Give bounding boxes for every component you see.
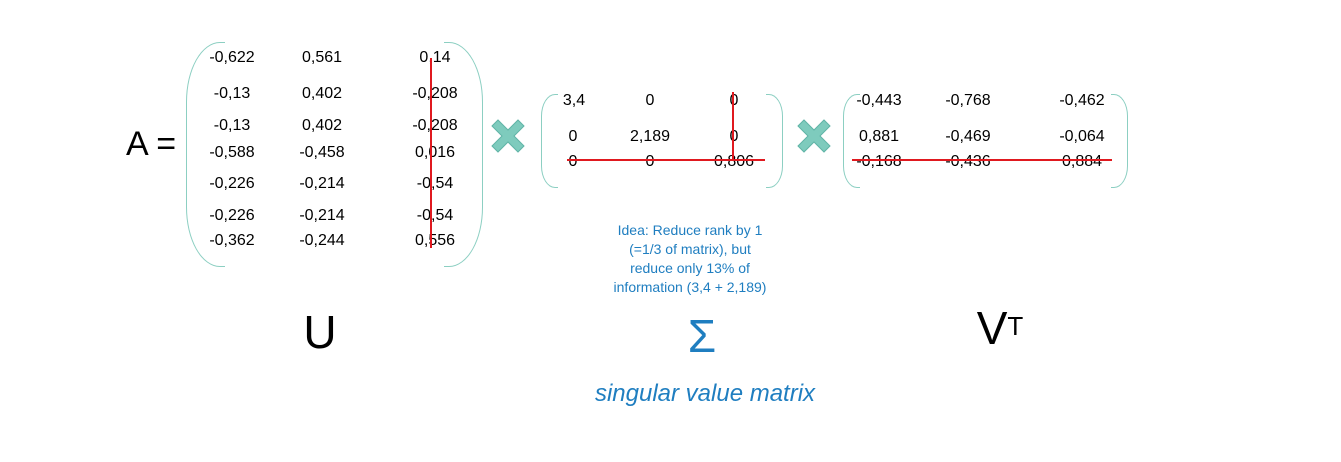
u-cell: -0,622: [209, 49, 255, 66]
u-cell: -0,226: [209, 175, 255, 192]
vt-cell: 0,881: [858, 128, 900, 145]
sigma-cell: 0: [645, 153, 655, 170]
u-cell: -0,226: [209, 207, 255, 224]
idea-note-line: Idea: Reduce rank by 1: [617, 222, 763, 238]
u-cell: 0,561: [301, 49, 343, 66]
u-cell: 0,402: [301, 85, 343, 102]
vt-cell: 0,884: [1061, 153, 1103, 170]
u-label: U: [303, 306, 337, 358]
u-cell: -0,54: [416, 175, 454, 192]
idea-note-line: (=1/3 of matrix), but: [629, 241, 751, 257]
sigma-cell: 0: [729, 128, 739, 145]
u-cell: -0,214: [299, 175, 345, 192]
u-cell: 0,14: [419, 49, 451, 66]
u-cell: -0,362: [209, 232, 255, 249]
sigma-cell: 0,806: [713, 153, 755, 170]
sigma-cell: 0: [568, 128, 578, 145]
u-cell: -0,13: [213, 117, 251, 134]
vt-cell: -0,462: [1059, 92, 1105, 109]
u-cell: -0,214: [299, 207, 345, 224]
u-cell: -0,208: [412, 85, 458, 102]
idea-note: Idea: Reduce rank by 1 (=1/3 of matrix),…: [580, 221, 800, 297]
vt-label-base: V: [976, 302, 1008, 354]
idea-note-line: information (3,4 + 2,189): [613, 279, 767, 295]
u-cell: -0,13: [213, 85, 251, 102]
vt-cell: -0,469: [945, 128, 991, 145]
vt-cell: -0,436: [945, 153, 991, 170]
vt-cell: -0,064: [1059, 128, 1105, 145]
vt-cell: -0,443: [856, 92, 902, 109]
multiply-icon: [797, 119, 831, 153]
sigma-strike-horizontal: [567, 159, 765, 161]
sigma-cell: 3,4: [562, 92, 586, 109]
equation-label: A =: [126, 125, 177, 163]
idea-note-line: reduce only 13% of: [630, 260, 750, 276]
u-cell: -0,54: [416, 207, 454, 224]
sigma-cell: 0: [568, 153, 578, 170]
vt-strike-horizontal: [852, 159, 1112, 161]
u-cell: 0,402: [301, 117, 343, 134]
vt-label-superscript: T: [1007, 311, 1024, 341]
sigma-label: Σ: [687, 310, 717, 362]
sigma-caption: singular value matrix: [594, 380, 816, 407]
vt-cell: -0,168: [856, 153, 902, 170]
u-cell: 0,556: [414, 232, 456, 249]
sigma-cell: 0: [645, 92, 655, 109]
u-cell: -0,208: [412, 117, 458, 134]
u-cell: -0,588: [209, 144, 255, 161]
sigma-cell: 2,189: [629, 128, 671, 145]
multiply-icon: [491, 119, 525, 153]
sigma-strike-vertical: [732, 92, 734, 160]
u-cell: 0,016: [414, 144, 456, 161]
vt-cell: -0,768: [945, 92, 991, 109]
u-strike-line: [430, 58, 432, 248]
u-cell: -0,244: [299, 232, 345, 249]
vt-label: VT: [955, 303, 1045, 353]
sigma-cell: 0: [729, 92, 739, 109]
u-cell: -0,458: [299, 144, 345, 161]
